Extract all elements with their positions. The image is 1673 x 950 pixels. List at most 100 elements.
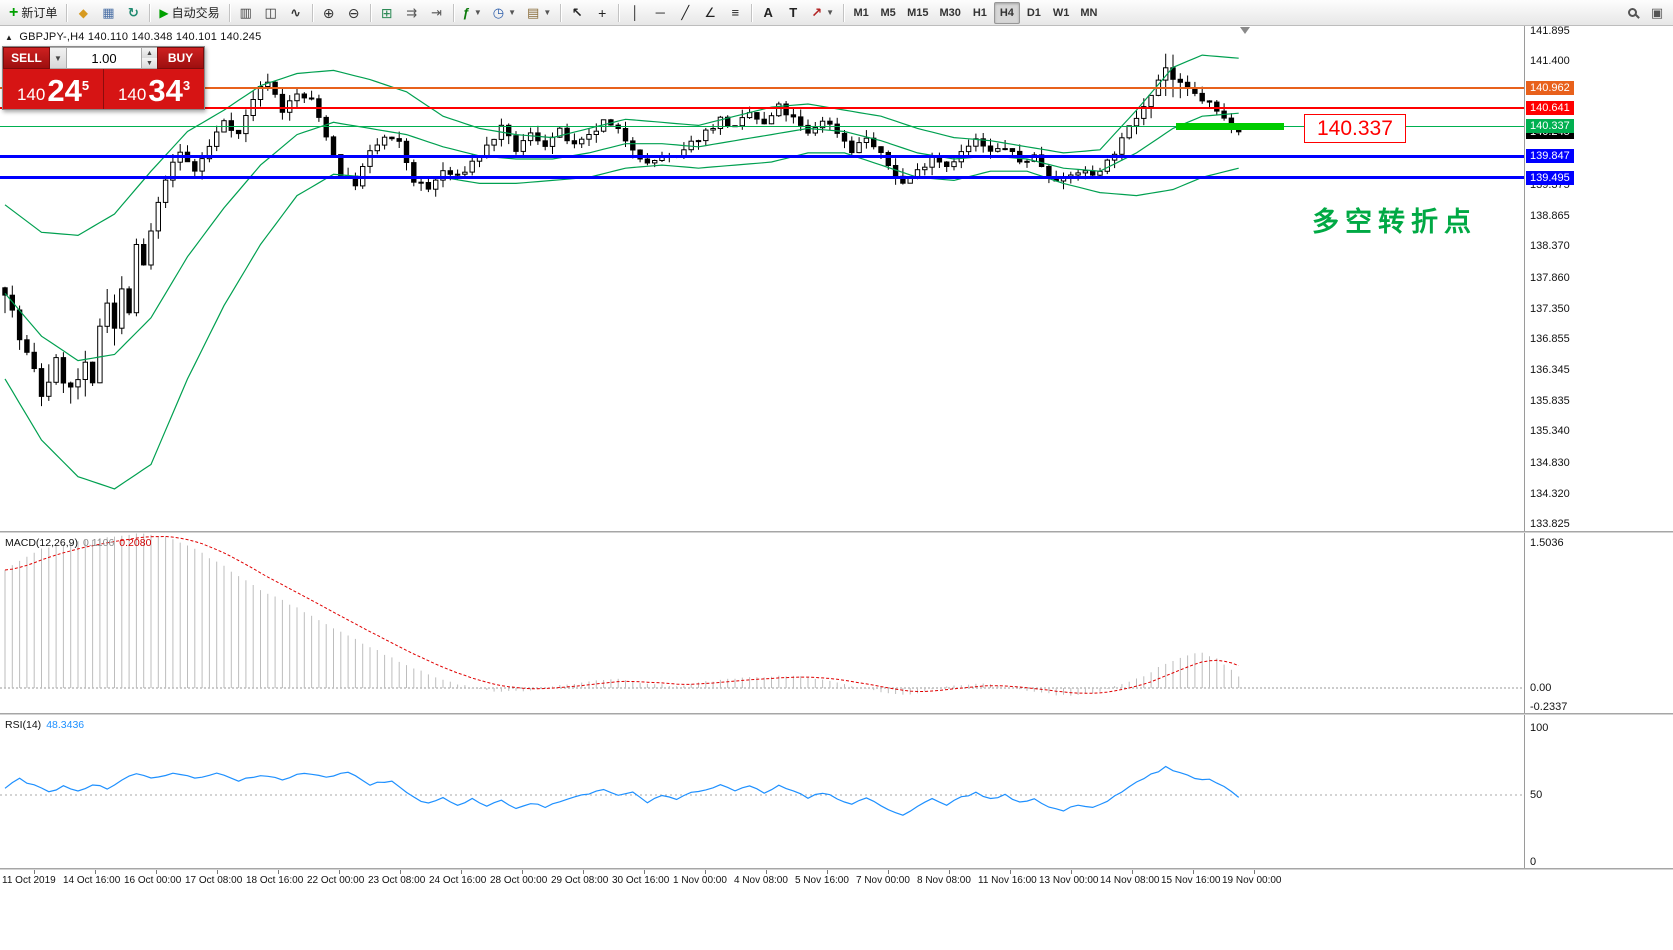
- macd-panel[interactable]: MACD(12,26,9) 0.1106 0.2080: [0, 533, 1524, 714]
- tile-windows-button[interactable]: ⊞: [375, 2, 399, 24]
- hline-icon: ─: [655, 5, 665, 20]
- macd-name: MACD(12,26,9): [5, 537, 78, 549]
- toolbar-separator: [751, 3, 753, 22]
- rsi-chart-svg: [0, 765, 1524, 816]
- panel-separator[interactable]: [0, 531, 1673, 533]
- symbol-info: ▲ GBPJPY-,H4 140.110 140.348 140.101 140…: [5, 31, 261, 43]
- time-axis-label: 11 Oct 2019: [2, 875, 56, 886]
- stepper-up-icon[interactable]: ▲: [142, 48, 157, 58]
- line-chart-button[interactable]: ∿: [284, 2, 308, 24]
- expand-panel-icon[interactable]: ▲: [5, 33, 14, 42]
- equidistant-channel-button[interactable]: ∠: [698, 2, 722, 24]
- price-level-tag: 139.495: [1526, 171, 1574, 185]
- sell-price-button[interactable]: 140 24 5: [3, 69, 103, 109]
- cursor-button[interactable]: ↖: [565, 2, 589, 24]
- time-axis-tick: [400, 870, 401, 874]
- periods-button[interactable]: ◷ ▼: [488, 2, 521, 24]
- resistance-line-lower[interactable]: [0, 106, 1524, 109]
- chart-shift-marker-icon[interactable]: [1240, 27, 1250, 34]
- price-callout-label[interactable]: 140.337: [1304, 114, 1406, 144]
- pivot-highlight-segment[interactable]: [1176, 122, 1284, 130]
- chart-shift-button[interactable]: ⇥: [425, 2, 449, 24]
- main-chart-panel[interactable]: ▲ GBPJPY-,H4 140.110 140.348 140.101 140…: [0, 26, 1524, 532]
- symbol-name: GBPJPY-,H4: [19, 31, 85, 43]
- buy-price-big: 140: [117, 84, 147, 104]
- zoom-out-icon: ⊖: [347, 4, 360, 21]
- candlestick-chart-button[interactable]: ◫: [259, 2, 283, 24]
- rsi-axis-label: 100: [1530, 722, 1549, 734]
- autotrading-button[interactable]: ▶ 自动交易: [154, 2, 224, 24]
- zoom-out-button[interactable]: ⊖: [342, 2, 366, 24]
- time-axis-tick: [522, 870, 523, 874]
- time-axis-label: 7 Nov 00:00: [856, 875, 910, 886]
- refresh-button[interactable]: ↻: [121, 2, 145, 24]
- textlabel-icon: T: [789, 5, 798, 20]
- timeframe-m30[interactable]: M30: [939, 6, 961, 19]
- time-axis-tick: [705, 870, 706, 874]
- auto-scroll-button[interactable]: ⇉: [400, 2, 424, 24]
- crosshair-button[interactable]: +: [590, 2, 614, 24]
- timeframe-h4[interactable]: H4: [993, 1, 1020, 24]
- time-axis-tick: [34, 870, 35, 874]
- trendline-button[interactable]: ╱: [673, 2, 697, 24]
- time-axis[interactable]: 11 Oct 2019 14 Oct 16:00 16 Oct 00:00 17 Oc…: [0, 870, 1673, 891]
- trendline-icon: ╱: [681, 5, 690, 20]
- macd-chart-svg: [0, 533, 1524, 696]
- timeframe-h1[interactable]: H1: [972, 6, 987, 19]
- rsi-name: RSI(14): [5, 719, 42, 731]
- timeframe-m1[interactable]: M1: [853, 6, 869, 19]
- macd-signal-value: 0.2080: [119, 537, 152, 549]
- new-window-button[interactable]: ▣: [1645, 2, 1669, 24]
- new-chart-button[interactable]: ▦: [96, 2, 120, 24]
- arrows-button[interactable]: ↗ ▼: [806, 2, 839, 24]
- support-line-upper[interactable]: [0, 154, 1524, 158]
- timeframe-w1[interactable]: W1: [1052, 6, 1070, 19]
- chevron-down-icon: ▼: [543, 8, 552, 17]
- price-axis-label: 134.830: [1530, 457, 1570, 469]
- sell-button[interactable]: SELL: [3, 47, 50, 69]
- text-label-button[interactable]: T: [781, 2, 805, 24]
- rsi-panel[interactable]: RSI(14) 48.3436: [0, 715, 1524, 869]
- volume-stepper[interactable]: ▲ ▼: [142, 47, 157, 69]
- vertical-line-button[interactable]: │: [623, 2, 647, 24]
- bar-chart-button[interactable]: ▥: [234, 2, 258, 24]
- zoom-in-button[interactable]: ⊕: [317, 2, 341, 24]
- pivot-line[interactable]: [0, 125, 1524, 127]
- price-level-tag: 140.641: [1526, 101, 1574, 115]
- timeframe-mn[interactable]: MN: [1080, 6, 1098, 19]
- zoom-in-icon: ⊕: [322, 4, 335, 21]
- price-axis-label: 135.835: [1530, 395, 1570, 407]
- indicators-button[interactable]: ƒ ▼: [458, 2, 487, 24]
- toolbar-separator: [843, 3, 845, 22]
- price-axis[interactable]: 140.245141.895141.400139.375138.865138.3…: [1524, 25, 1673, 869]
- time-axis-tick: [278, 870, 279, 874]
- chart-annotation-text[interactable]: 多空转折点: [1312, 207, 1477, 237]
- chart-overlays: [0, 26, 1524, 532]
- buy-price-button[interactable]: 140 34 3: [103, 69, 204, 109]
- toolbar-separator: [66, 3, 68, 22]
- new-order-button[interactable]: + 新订单: [4, 2, 62, 24]
- horizontal-line-button[interactable]: ─: [648, 2, 672, 24]
- toolbar-separator: [452, 3, 454, 22]
- volume-input[interactable]: [67, 47, 142, 69]
- search-button[interactable]: [1620, 2, 1644, 24]
- support-line-lower[interactable]: [0, 176, 1524, 180]
- timeframe-d1[interactable]: D1: [1026, 6, 1041, 19]
- timeframe-m5[interactable]: M5: [880, 6, 896, 19]
- timeframe-m15[interactable]: M15: [907, 6, 929, 19]
- text-button[interactable]: A: [756, 2, 780, 24]
- price-axis-label: 138.370: [1530, 240, 1570, 252]
- fibonacci-button[interactable]: ≡: [723, 2, 747, 24]
- toolbar: + 新订单 ◆ ▦ ↻ ▶ 自动交易 ▥ ◫ ∿ ⊕ ⊖ ⊞ ⇉ ⇥ ƒ ▼ ◷ ▼ ▤ ▼ ↖ + │ ─ ╱ ∠ ≡ A T ↗ ▼ M1 M…: [0, 0, 1673, 26]
- buy-button[interactable]: BUY: [157, 47, 204, 69]
- chart-icon: ▦: [102, 5, 115, 20]
- panel-separator[interactable]: [0, 713, 1673, 715]
- order-type-dropdown[interactable]: ▼: [50, 47, 67, 69]
- time-axis-label: 15 Nov 16:00: [1161, 875, 1221, 886]
- strategy-tester-button[interactable]: ◆: [71, 2, 95, 24]
- rsi-label: RSI(14) 48.3436: [5, 719, 84, 731]
- templates-button[interactable]: ▤ ▼: [522, 2, 556, 24]
- resistance-line-upper[interactable]: [0, 87, 1524, 89]
- stepper-down-icon[interactable]: ▼: [142, 58, 157, 68]
